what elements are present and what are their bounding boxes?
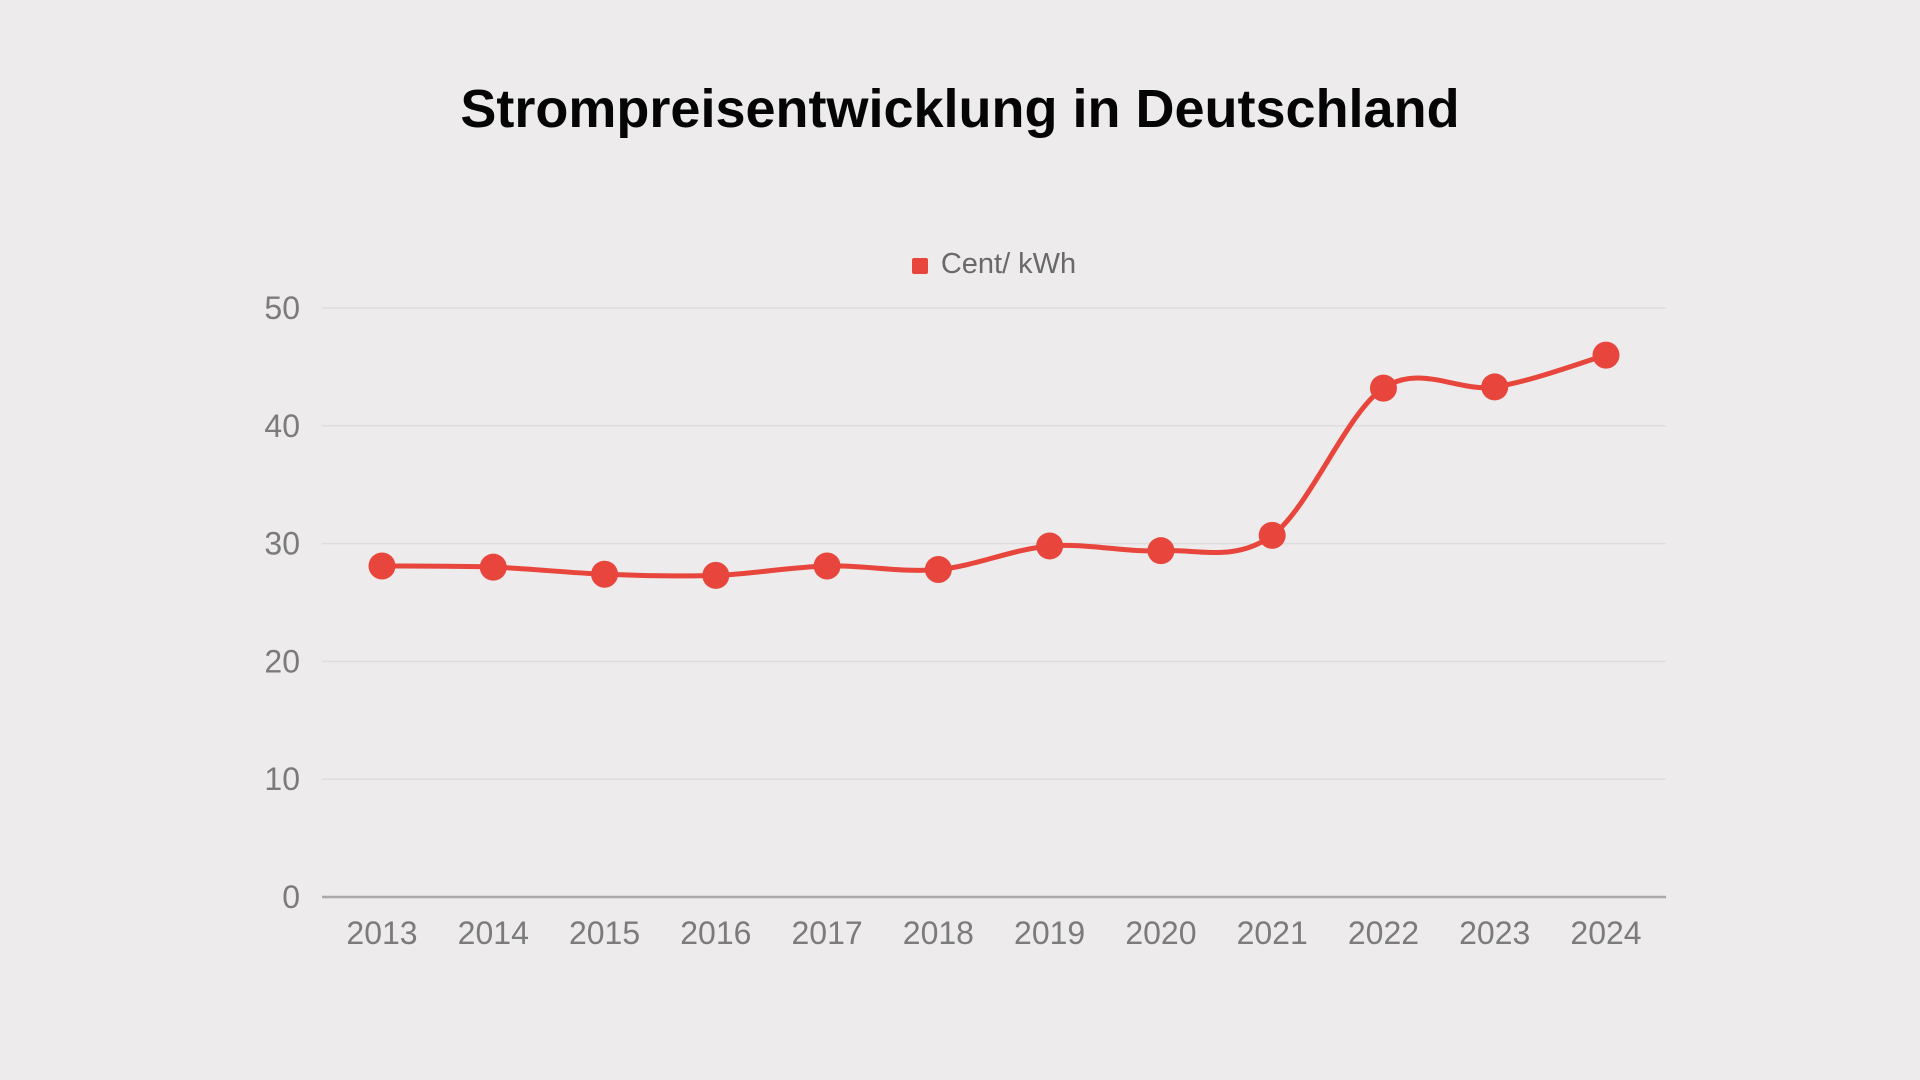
x-tick-label: 2022 bbox=[1348, 915, 1419, 951]
x-tick-label: 2015 bbox=[569, 915, 640, 951]
y-tick-label: 30 bbox=[264, 526, 300, 562]
x-tick-label: 2016 bbox=[680, 915, 751, 951]
x-tick-label: 2017 bbox=[791, 915, 862, 951]
x-tick-label: 2023 bbox=[1459, 915, 1530, 951]
x-tick-label: 2024 bbox=[1570, 915, 1641, 951]
data-point-2015 bbox=[591, 560, 619, 588]
y-tick-label: 10 bbox=[264, 761, 300, 797]
data-point-2019 bbox=[1036, 532, 1064, 560]
x-tick-label: 2014 bbox=[458, 915, 529, 951]
x-tick-label: 2013 bbox=[346, 915, 417, 951]
data-point-2016 bbox=[702, 561, 730, 589]
chart-legend: Cent/ kWh bbox=[322, 248, 1666, 281]
data-point-2020 bbox=[1147, 537, 1175, 565]
x-tick-label: 2020 bbox=[1125, 915, 1196, 951]
legend-label: Cent/ kWh bbox=[940, 248, 1077, 280]
data-point-2018 bbox=[924, 556, 952, 584]
data-point-2017 bbox=[813, 552, 841, 580]
y-tick-label: 50 bbox=[264, 290, 300, 326]
y-tick-label: 20 bbox=[264, 643, 300, 679]
data-point-2013 bbox=[368, 552, 396, 580]
x-tick-label: 2021 bbox=[1237, 915, 1308, 951]
legend-marker-square bbox=[911, 258, 928, 274]
data-point-2023 bbox=[1481, 373, 1509, 401]
x-tick-label: 2018 bbox=[903, 915, 974, 951]
y-tick-label: 0 bbox=[282, 879, 300, 915]
data-point-2021 bbox=[1258, 521, 1286, 549]
chart-title: Strompreisentwicklung in Deutschland bbox=[460, 79, 1460, 139]
y-tick-label: 40 bbox=[264, 408, 300, 444]
data-point-2022 bbox=[1369, 374, 1397, 402]
data-point-2014 bbox=[479, 553, 507, 581]
data-point-2024 bbox=[1592, 341, 1620, 369]
x-tick-label: 2019 bbox=[1014, 915, 1085, 951]
